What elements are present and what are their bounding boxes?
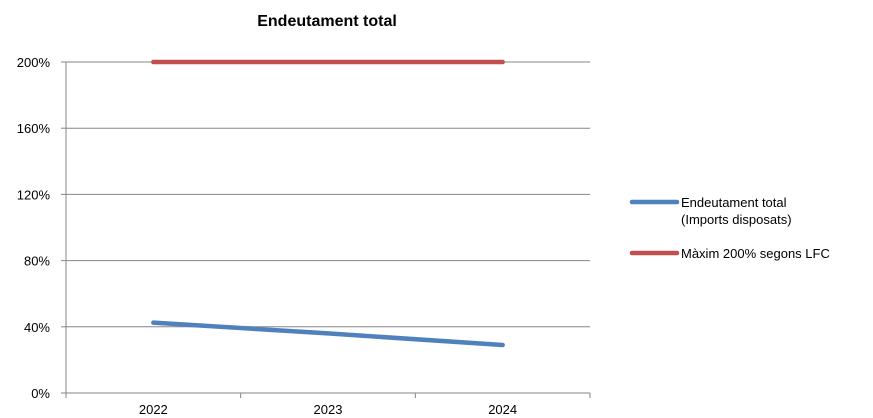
x-tick-label: 2023 xyxy=(314,402,343,417)
legend-label: (Imports disposats) xyxy=(681,212,792,227)
series-line-1 xyxy=(151,320,505,348)
axes xyxy=(65,62,590,394)
y-tick-label: 40% xyxy=(24,320,50,335)
x-tick-labels: 2022 2023 2024 xyxy=(65,393,591,417)
y-tick-label: 200% xyxy=(17,55,51,70)
legend: Endeutament total (Imports disposats) Màxi… xyxy=(629,195,830,261)
grid xyxy=(61,61,590,394)
x-tick-label: 2022 xyxy=(139,402,168,417)
y-tick-label: 80% xyxy=(24,254,50,269)
y-tick-label: 0% xyxy=(31,386,50,401)
y-tick-labels: 0% 40% 80% 120% 160% 200% xyxy=(17,55,51,401)
legend-label: Endeutament total xyxy=(681,195,787,210)
y-tick-label: 160% xyxy=(17,121,51,136)
legend-label: Màxim 200% segons LFC xyxy=(681,246,830,261)
y-tick-label: 120% xyxy=(17,187,51,202)
chart-title: Endeutament total xyxy=(257,13,397,30)
series xyxy=(151,59,505,348)
x-tick-label: 2024 xyxy=(488,402,517,417)
